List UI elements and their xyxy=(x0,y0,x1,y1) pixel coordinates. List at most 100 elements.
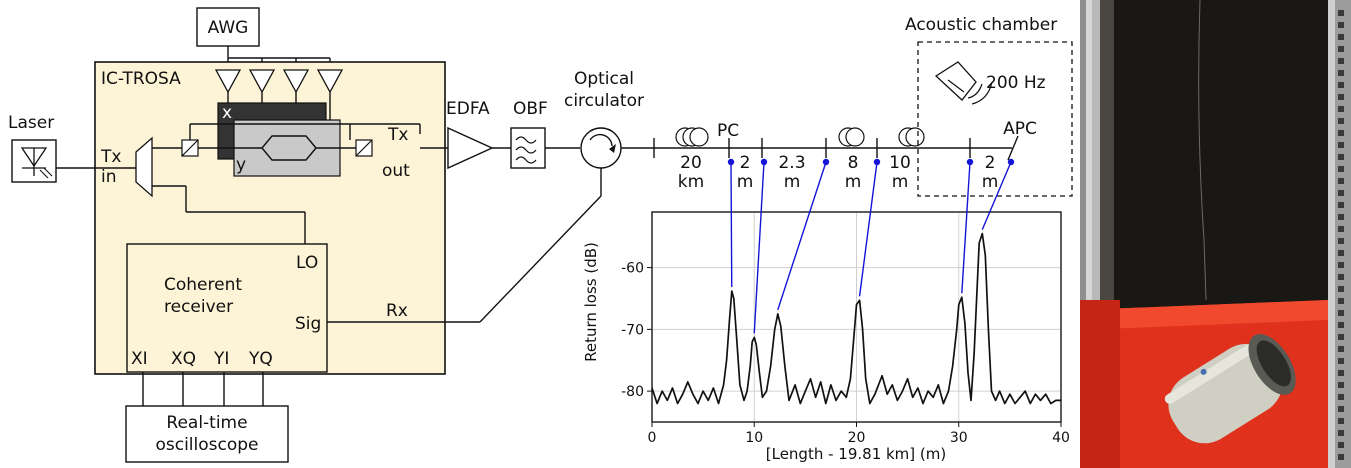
connector-dot xyxy=(873,158,881,166)
rack-hole xyxy=(1338,310,1344,316)
fiber-spool-10m-icon xyxy=(898,127,925,147)
speaker-icon xyxy=(934,61,993,105)
rack-hole xyxy=(1338,166,1344,172)
rack-hole xyxy=(1338,358,1344,364)
acoustic-chamber-box xyxy=(917,41,1073,197)
rack-hole xyxy=(1338,322,1344,328)
connector-dot xyxy=(966,158,974,166)
apc-label: APC xyxy=(1003,119,1037,139)
rx-label: Rx xyxy=(386,301,408,321)
coherent-receiver-label: Coherent xyxy=(164,275,242,295)
rack-hole xyxy=(1338,154,1344,160)
rack-hole xyxy=(1338,46,1344,52)
rack-hole xyxy=(1338,430,1344,436)
reflection-leader-line xyxy=(777,161,827,311)
rack-hole xyxy=(1338,406,1344,412)
rack-hole xyxy=(1338,418,1344,424)
x-tick-label: 30 xyxy=(950,430,968,446)
rack-hole xyxy=(1338,190,1344,196)
modulator-y-label: y xyxy=(236,155,246,175)
rack-hole xyxy=(1338,22,1344,28)
circulator-label-2: circulator xyxy=(564,91,644,111)
rack-hole xyxy=(1338,106,1344,112)
driver-amplifiers xyxy=(214,69,344,94)
connector-dot xyxy=(1007,158,1015,166)
x-axis-label: [Length - 19.81 km] (m) xyxy=(766,445,946,463)
rack-hole xyxy=(1338,142,1344,148)
rack-hole xyxy=(1338,118,1344,124)
rack-hole xyxy=(1338,262,1344,268)
xq-label: XQ xyxy=(171,349,196,369)
rack-hole xyxy=(1338,238,1344,244)
connector-dot xyxy=(822,158,830,166)
edfa-amplifier xyxy=(447,126,494,170)
tone-label: 200 Hz xyxy=(986,73,1046,93)
fiber-spool-8m-icon xyxy=(838,127,865,147)
laser-label: Laser xyxy=(8,113,54,133)
mach-zehnder xyxy=(240,135,336,161)
x-tick-label: 10 xyxy=(745,430,763,446)
span-2m-a-top: 2 xyxy=(740,153,751,173)
experimental-setup-diagram: AWG IC-TROSA x y Tx in Tx xyxy=(8,7,1073,463)
yi-label: YI xyxy=(213,349,229,369)
oscilloscope-box xyxy=(125,405,289,463)
edfa-label: EDFA xyxy=(446,99,490,119)
x-tick-label: 20 xyxy=(848,430,866,446)
coherent-receiver-box xyxy=(126,243,328,373)
modulator-x-label: x xyxy=(222,103,232,123)
ic-trosa-label: IC-TROSA xyxy=(101,69,181,89)
span-2m-b-top: 2 xyxy=(985,153,996,173)
acoustic-chamber-photo xyxy=(1080,0,1351,468)
reflection-leader-line xyxy=(730,161,733,288)
awg-box xyxy=(196,7,260,47)
circulator-label: Optical xyxy=(574,69,634,89)
sig-label: Sig xyxy=(295,314,321,334)
tx-out-label-2: out xyxy=(382,161,410,181)
pc-label: PC xyxy=(717,121,739,141)
rack-hole xyxy=(1338,382,1344,388)
rack-hole xyxy=(1338,442,1344,448)
rack-hole xyxy=(1338,70,1344,76)
tx-in-label: Tx xyxy=(100,147,121,167)
pol-combiner-right xyxy=(355,139,373,157)
yq-label: YQ xyxy=(248,349,273,369)
rack-hole xyxy=(1338,58,1344,64)
rack-hole xyxy=(1338,202,1344,208)
rack-hole xyxy=(1338,454,1344,460)
y-tick-label: -60 xyxy=(621,261,644,277)
span-8m-bottom: m xyxy=(845,172,862,192)
connector-dot xyxy=(760,158,768,166)
x-tick-label: 0 xyxy=(648,430,657,446)
x-tick-label: 40 xyxy=(1052,430,1070,446)
rack-hole xyxy=(1338,130,1344,136)
circulator-icon xyxy=(580,127,622,169)
span-20km-bottom: km xyxy=(678,172,704,192)
reflection-markers xyxy=(727,158,1015,334)
rack-hole xyxy=(1338,94,1344,100)
return-loss-trace xyxy=(651,232,1061,405)
span-20km-top: 20 xyxy=(680,153,702,173)
rack-hole xyxy=(1338,274,1344,280)
span-2-3m-top: 2.3 xyxy=(778,153,805,173)
span-2m-a-bottom: m xyxy=(737,172,754,192)
reflection-leader-line xyxy=(753,161,765,334)
xi-label: XI xyxy=(131,349,148,369)
pol-splitter-left xyxy=(181,139,199,157)
fiber-spool-20km-icon xyxy=(675,127,709,147)
rack-hole xyxy=(1338,10,1344,16)
rack-hole xyxy=(1338,34,1344,40)
connector-dot xyxy=(727,158,735,166)
span-10m-top: 10 xyxy=(889,153,911,173)
rack-hole xyxy=(1338,226,1344,232)
span-2m-b-bottom: m xyxy=(982,172,999,192)
y-tick-label: -80 xyxy=(621,384,644,400)
oscilloscope-label: Real-time xyxy=(166,413,247,433)
rack-hole xyxy=(1338,82,1344,88)
obf-filter-icon xyxy=(510,127,546,169)
obf-label: OBF xyxy=(513,99,548,119)
reflection-leader-line xyxy=(961,161,971,294)
y-tick-label: -70 xyxy=(621,322,644,338)
span-10m-bottom: m xyxy=(892,172,909,192)
acoustic-chamber-label: Acoustic chamber xyxy=(905,15,1057,35)
span-2-3m-bottom: m xyxy=(784,172,801,192)
